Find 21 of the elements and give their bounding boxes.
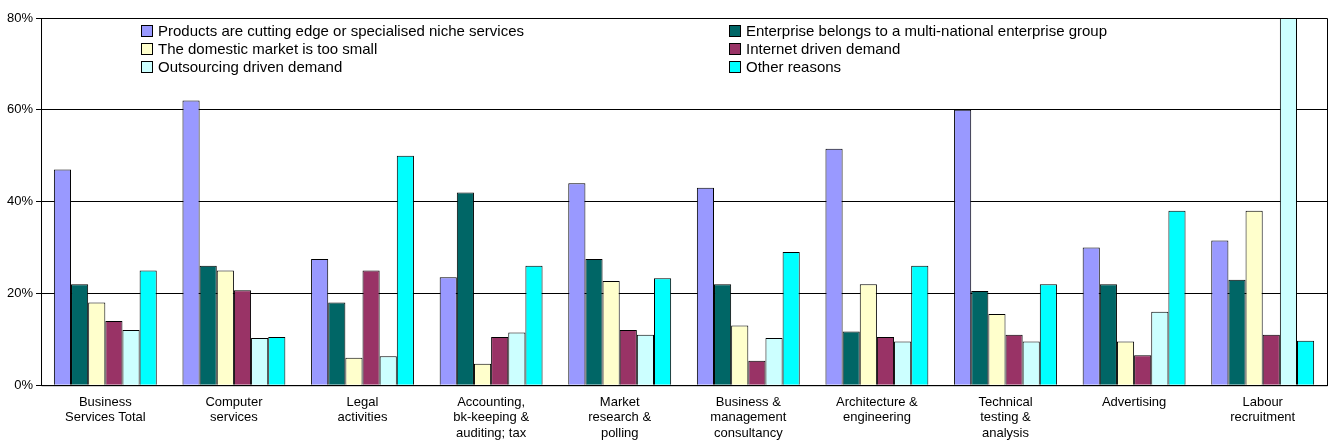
legend-label: Internet driven demand [746, 40, 901, 57]
x-tick-label: Architecture & engineering [836, 393, 919, 425]
y-tick-label: 20% [6, 284, 34, 300]
legend-label: Enterprise belongs to a multi-national enterprise group [746, 22, 1108, 39]
x-tick-label: Computer services [205, 393, 264, 425]
y-tick-label: 80% [6, 9, 34, 25]
x-tick-label: Advertising [1101, 393, 1167, 409]
x-tick-label: Legal activities [337, 393, 388, 425]
legend-label: Other reasons [746, 58, 842, 75]
x-tick-label: Accounting, bk-keeping & auditing; tax [453, 393, 530, 440]
x-tick-label: Market research & polling [588, 393, 652, 440]
x-tick-label: Labour recruitment [1230, 393, 1296, 425]
legend-label: Products are cutting edge or specialised niche services [158, 22, 525, 39]
y-tick-label: 40% [6, 193, 34, 209]
y-tick-label: 0% [14, 376, 34, 392]
x-tick-label: Technical testing & analysis [978, 393, 1033, 440]
legend-label: The domestic market is too small [158, 40, 378, 57]
y-tick-label: 60% [6, 101, 34, 117]
x-tick-label: Business & management consultancy [710, 393, 787, 440]
legend-label: Outsourcing driven demand [158, 58, 343, 75]
x-tick-label: Business Services Total [64, 393, 146, 425]
